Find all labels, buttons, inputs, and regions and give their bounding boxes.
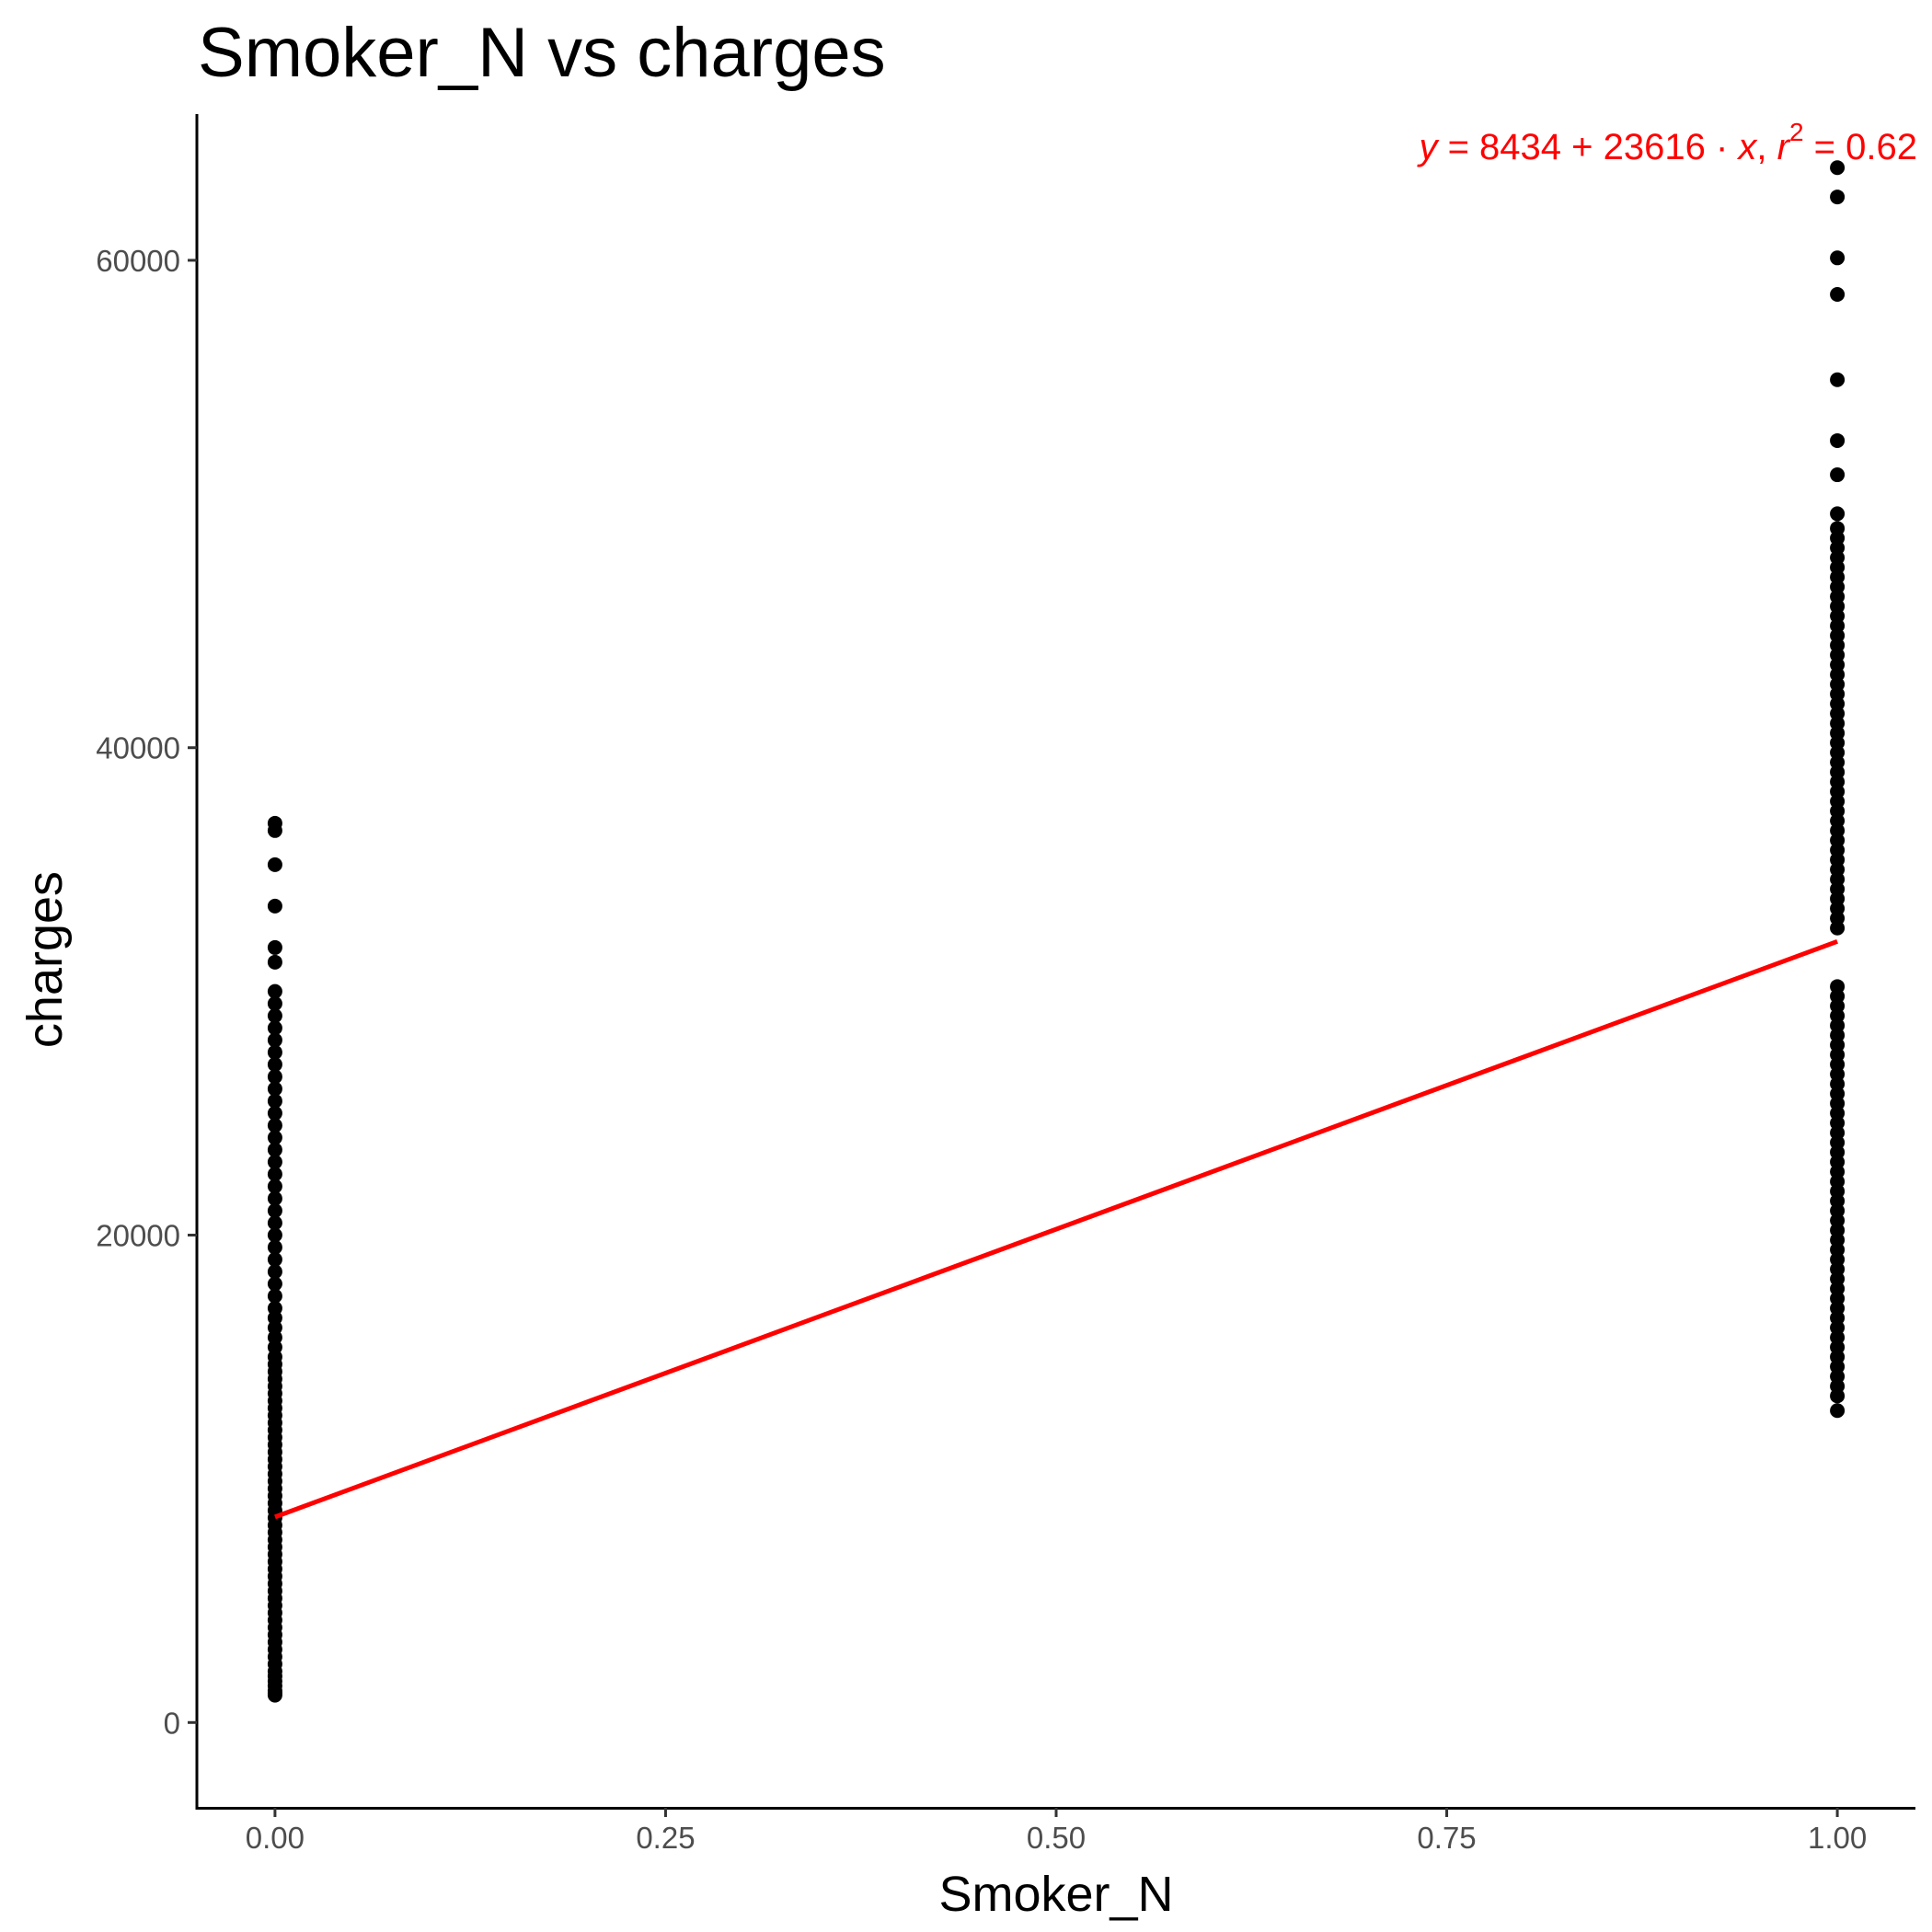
regression-equation: y = 8434 + 23616 · x, r2 = 0.62 — [1416, 118, 1917, 167]
x-axis-ticks: 0.00 0.25 0.50 0.75 1.00 — [246, 1808, 1867, 1855]
data-point — [267, 815, 282, 831]
x-axis-title: Smoker_N — [938, 1867, 1173, 1922]
data-point — [267, 1190, 282, 1206]
data-point — [1830, 287, 1846, 303]
data-point — [267, 1276, 282, 1292]
equation-plus: + — [1561, 127, 1604, 167]
equation-slope: 23616 — [1604, 127, 1706, 167]
y-axis-title: charges — [17, 871, 73, 1048]
equation-r2-value: 0.62 — [1846, 127, 1917, 167]
data-point — [267, 1142, 282, 1157]
y-tick-label: 20000 — [96, 1219, 180, 1253]
equation-dot: · — [1706, 127, 1739, 167]
data-point — [267, 1020, 282, 1036]
x-tick-label: 0.25 — [636, 1821, 695, 1855]
data-point — [1830, 372, 1846, 387]
equation-r-equals: = — [1804, 127, 1846, 167]
x-tick-label: 1.00 — [1808, 1821, 1867, 1855]
data-point — [267, 1215, 282, 1231]
chart-title: Smoker_N vs charges — [198, 14, 886, 92]
equation-x-var: x — [1736, 127, 1758, 167]
data-point — [267, 1264, 282, 1280]
data-point — [267, 1093, 282, 1109]
data-point — [267, 1106, 282, 1121]
plot-panel — [267, 160, 1846, 1703]
data-point — [267, 1081, 282, 1097]
equation-y-var: y — [1416, 127, 1440, 167]
data-point — [267, 995, 282, 1011]
data-point — [1830, 467, 1846, 483]
y-tick-label: 40000 — [96, 731, 180, 765]
data-point — [267, 983, 282, 999]
data-point — [267, 1155, 282, 1170]
x-tick-label: 0.00 — [246, 1821, 305, 1855]
y-tick-label: 60000 — [96, 244, 180, 278]
data-point — [1830, 979, 1846, 995]
data-point — [267, 1251, 282, 1267]
data-point — [1830, 506, 1846, 522]
data-point — [267, 1203, 282, 1219]
data-point — [1830, 250, 1846, 266]
data-point — [267, 1179, 282, 1194]
data-point — [1830, 521, 1846, 536]
data-point — [1830, 160, 1846, 176]
data-point — [1830, 1403, 1846, 1419]
data-point — [1830, 190, 1846, 205]
points-layer — [267, 160, 1846, 1703]
equation-r-superscript: 2 — [1789, 118, 1804, 146]
equation-equals: = — [1437, 127, 1479, 167]
data-point — [267, 1288, 282, 1304]
data-point — [267, 954, 282, 970]
data-point — [267, 1032, 282, 1048]
x-tick-label: 0.75 — [1417, 1821, 1476, 1855]
data-point — [267, 1300, 282, 1316]
equation-comma: , — [1756, 127, 1777, 167]
data-point — [267, 1227, 282, 1243]
data-point — [267, 939, 282, 955]
data-point — [267, 857, 282, 872]
data-point — [267, 1118, 282, 1133]
data-point — [267, 898, 282, 914]
y-tick-label: 0 — [164, 1706, 180, 1740]
data-point — [267, 1239, 282, 1255]
y-axis-ticks: 0 20000 40000 60000 — [96, 244, 197, 1740]
data-point — [267, 1069, 282, 1085]
data-point — [267, 1008, 282, 1024]
data-point — [267, 1044, 282, 1060]
data-point — [267, 1167, 282, 1182]
regression-line — [274, 938, 1838, 1520]
equation-r-var: r — [1777, 127, 1791, 167]
equation-intercept: 8434 — [1479, 127, 1561, 167]
x-tick-label: 0.50 — [1027, 1821, 1086, 1855]
data-point — [267, 1130, 282, 1145]
data-point — [1830, 432, 1846, 448]
data-point — [267, 1057, 282, 1073]
